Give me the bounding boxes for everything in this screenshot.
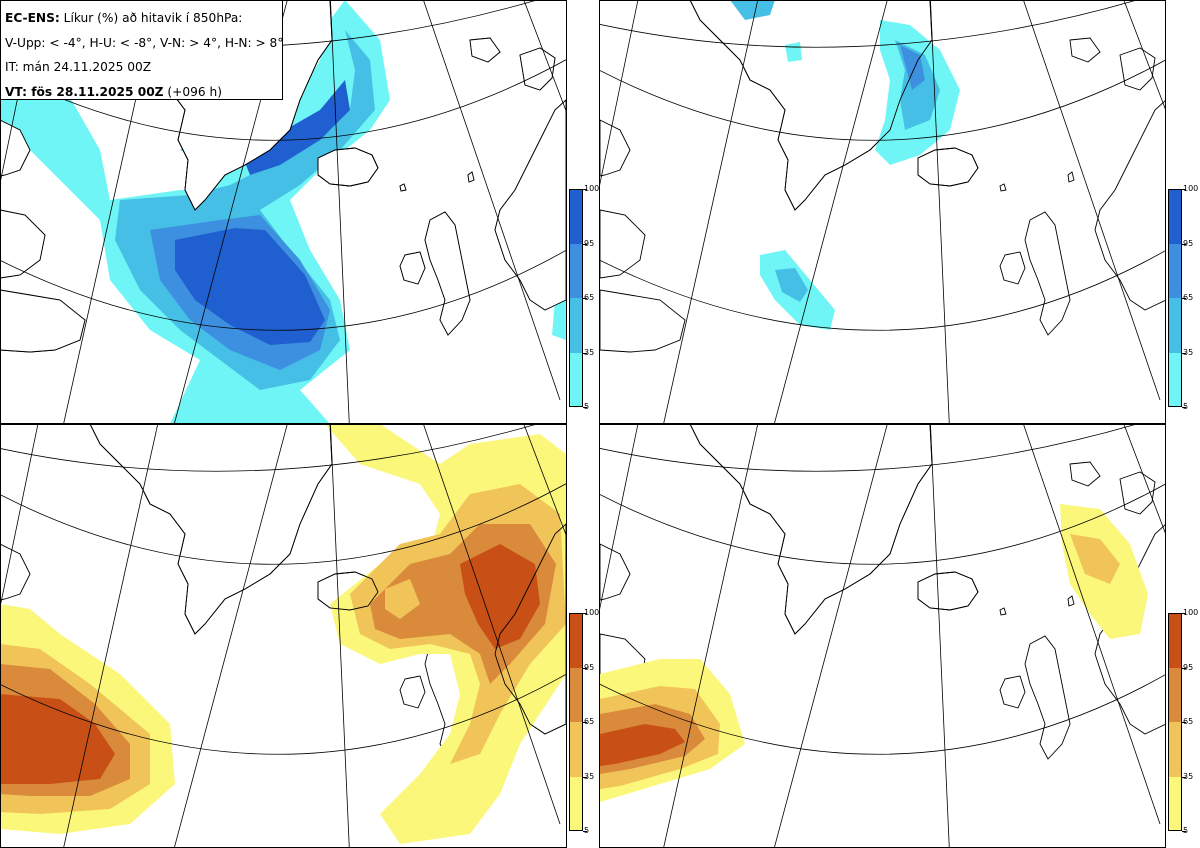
colorbar-tick-label: 5 xyxy=(1183,826,1189,835)
colorbar-tick-label: 95 xyxy=(1183,662,1194,672)
colorbar-tick-label: 5 xyxy=(584,826,590,835)
map-panel-warm-4 xyxy=(0,424,566,848)
warm-probability-field-strong xyxy=(600,504,1148,802)
colorbar-tickmark xyxy=(1182,831,1186,832)
colorbar-segment xyxy=(569,298,583,353)
colorbar-tick-label: 65 xyxy=(1183,717,1194,726)
colorbar-tick-label: 65 xyxy=(584,293,595,302)
colorbar-tickmark xyxy=(583,189,587,190)
colorbar-tick-label: 100 xyxy=(1183,184,1199,193)
colorbar-tickmark xyxy=(1182,189,1186,190)
colorbar-tickmark xyxy=(1182,298,1186,299)
colorbar-tickmark xyxy=(583,776,587,778)
colorbar-segment xyxy=(1168,189,1182,244)
map-panel-cold-4: EC-ENS: Líkur (%) að hitavik í 850hPa: V… xyxy=(0,0,566,424)
colorbar-segment xyxy=(569,613,583,668)
colorbar-tickmark xyxy=(1182,776,1186,778)
legend-lead-time: (+096 h) xyxy=(167,84,222,99)
warm-probability-field xyxy=(0,424,566,844)
colorbar-tickmark xyxy=(1182,407,1186,408)
map-canvas-tl xyxy=(0,0,566,424)
colorbar-tick-label: 95 xyxy=(584,238,595,248)
legend-valid-time: VT: fös 28.11.2025 00Z xyxy=(5,84,164,99)
legend-thresholds: V-Upp: < -4°, H-U: < -8°, V-N: > 4°, H-N… xyxy=(5,35,284,50)
colorbar-tick-label: 95 xyxy=(1183,238,1194,248)
map-canvas-br xyxy=(600,424,1166,848)
colorbar-tick-label: 35 xyxy=(584,347,595,357)
colorbar-tick-label: 100 xyxy=(584,184,600,193)
colorbar-tick-label: 35 xyxy=(1183,347,1194,357)
colorbar-segment xyxy=(1168,613,1182,668)
colorbar-segment xyxy=(569,352,583,407)
colorbar-tick-label: 35 xyxy=(584,771,595,781)
colorbar-tickmark xyxy=(583,667,587,669)
colorbar-tickmark xyxy=(1182,613,1186,614)
colorbar-segment xyxy=(1168,667,1182,722)
colorbar-tickmark xyxy=(583,352,587,354)
map-panel-warm-8 xyxy=(600,424,1166,848)
colorbar-segment xyxy=(1168,243,1182,298)
colorbar-tick-label: 65 xyxy=(584,717,595,726)
colorbar-segment xyxy=(569,667,583,722)
colorbar-tick-label: 100 xyxy=(1183,608,1199,617)
legend-title-line: EC-ENS: Líkur (%) að hitavik í 850hPa: xyxy=(5,6,282,31)
colorbar-tickmark xyxy=(583,722,587,723)
colorbar-tick-label: 65 xyxy=(1183,293,1194,302)
colorbar-segment xyxy=(569,722,583,777)
colorbar-cold-tl: 100 95 65 35 5 xyxy=(569,184,599,411)
colorbar-tickmark xyxy=(1182,243,1186,245)
colorbar-tickmark xyxy=(583,298,587,299)
colorbar-segment xyxy=(569,243,583,298)
colorbar-segment xyxy=(1168,776,1182,831)
legend-title: Líkur (%) að hitavik í 850hPa: xyxy=(63,11,243,25)
colorbar-segment xyxy=(1168,298,1182,353)
colorbar-tick-label: 5 xyxy=(1183,402,1189,411)
colorbar-tickmark xyxy=(583,613,587,614)
colorbar-tick-label: 35 xyxy=(1183,771,1194,781)
map-canvas-bl xyxy=(0,424,566,848)
colorbar-tickmark xyxy=(583,407,587,408)
cold-probability-field-strong xyxy=(730,0,960,330)
colorbar-tickmark xyxy=(1182,352,1186,354)
colorbar-tickmark xyxy=(583,243,587,245)
colorbar-tick-label: 5 xyxy=(584,402,590,411)
map-canvas-tr xyxy=(600,0,1166,424)
colorbar-cold-tr: 100 95 65 35 5 xyxy=(1168,184,1198,411)
colorbar-segment xyxy=(1168,352,1182,407)
colorbar-segment xyxy=(1168,722,1182,777)
map-panel-cold-8 xyxy=(600,0,1166,424)
colorbar-segment xyxy=(569,189,583,244)
colorbar-tick-label: 95 xyxy=(584,662,595,672)
colorbar-segment xyxy=(569,776,583,831)
colorbar-tickmark xyxy=(1182,722,1186,723)
legend-valid-line: VT: fös 28.11.2025 00Z (+096 h) xyxy=(5,80,282,105)
colorbar-tickmark xyxy=(1182,667,1186,669)
legend-init-time: IT: mán 24.11.2025 00Z xyxy=(5,60,152,74)
colorbar-warm-bl: 100 95 65 35 5 xyxy=(569,608,599,835)
legend-box: EC-ENS: Líkur (%) að hitavik í 850hPa: V… xyxy=(0,0,283,100)
colorbar-tick-label: 100 xyxy=(584,608,600,617)
colorbar-warm-br: 100 95 65 35 5 xyxy=(1168,608,1198,835)
legend-model: EC-ENS: xyxy=(5,11,60,25)
colorbar-tickmark xyxy=(583,831,587,832)
